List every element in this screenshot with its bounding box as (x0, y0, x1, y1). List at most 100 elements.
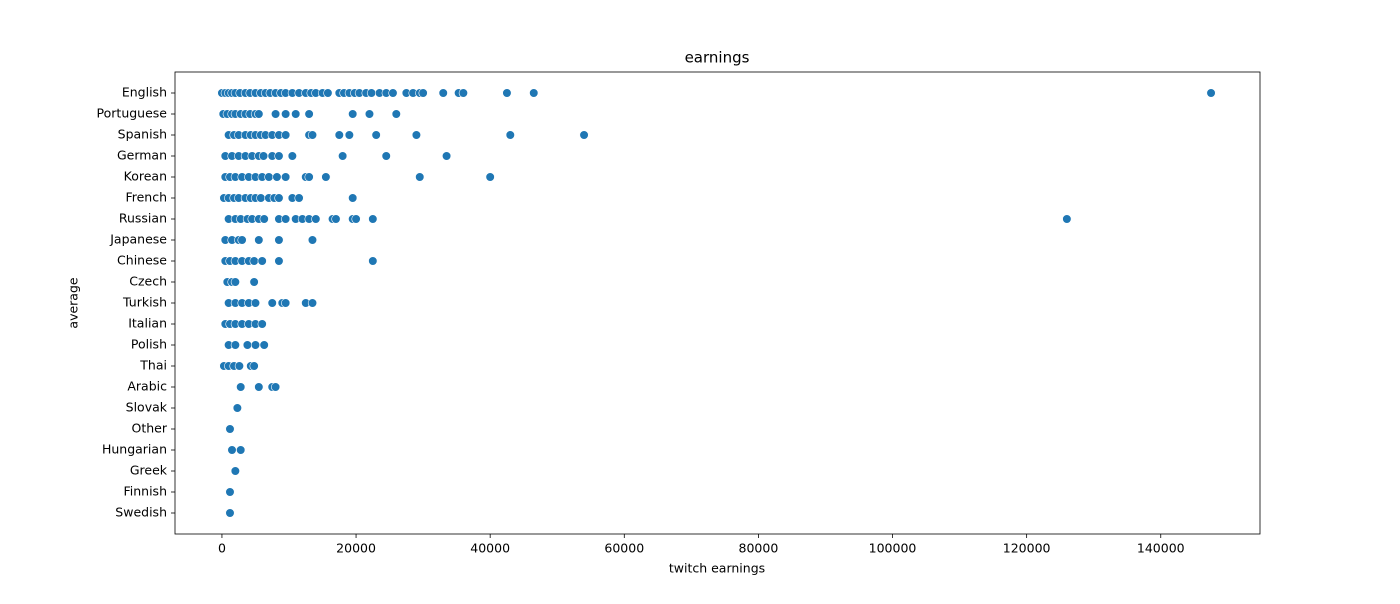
point (234, 361, 244, 371)
point (441, 151, 452, 161)
point (281, 214, 291, 224)
point (323, 88, 333, 98)
x-tick-label: 100000 (869, 541, 917, 556)
y-tick-label: Polish (131, 337, 167, 352)
x-tick-label: 140000 (1137, 541, 1185, 556)
point (485, 172, 495, 182)
y-tick-label: Slovak (126, 400, 168, 415)
y-tick-label: Greek (130, 463, 168, 478)
point (391, 109, 401, 119)
x-tick-label: 60000 (604, 541, 644, 556)
y-tick-label: Finnish (123, 484, 167, 499)
point (254, 382, 264, 392)
point (249, 256, 259, 266)
point (225, 424, 235, 434)
point (281, 109, 291, 119)
plot-frame (174, 71, 1261, 535)
point (348, 193, 358, 203)
x-tick-label: 0 (218, 541, 226, 556)
y-tick-label: Hungarian (102, 442, 167, 457)
point (348, 109, 358, 119)
y-tick-label: Russian (119, 211, 167, 226)
point (236, 445, 246, 455)
point (270, 382, 281, 392)
point (250, 298, 261, 308)
point (291, 109, 301, 119)
point (1062, 214, 1072, 224)
point (256, 193, 266, 203)
point (304, 109, 314, 119)
point (502, 88, 512, 98)
point (368, 214, 378, 224)
point (334, 130, 344, 140)
y-tick-label: Japanese (109, 232, 167, 247)
point (579, 130, 589, 140)
point (274, 193, 284, 203)
point (225, 487, 235, 497)
point (257, 319, 267, 329)
point (338, 151, 348, 161)
point (274, 235, 284, 245)
point (505, 130, 515, 140)
point (249, 277, 259, 287)
point (249, 361, 259, 371)
y-tick-label: English (122, 85, 167, 100)
y-tick-label: Thai (139, 358, 167, 373)
point (418, 88, 428, 98)
point (371, 130, 381, 140)
point (381, 151, 391, 161)
point (272, 172, 282, 182)
point (307, 235, 318, 245)
y-tick-label: Korean (124, 169, 167, 184)
y-axis-label: average (66, 277, 81, 328)
point (331, 214, 341, 224)
point (321, 172, 331, 182)
point (529, 88, 539, 98)
point (230, 466, 240, 476)
point (237, 235, 247, 245)
point (264, 172, 274, 182)
y-tick-label: German (117, 148, 167, 163)
point (438, 88, 448, 98)
y-tick-label: Italian (128, 316, 167, 331)
point (388, 88, 398, 98)
point (274, 151, 284, 161)
point (267, 298, 277, 308)
point (294, 193, 304, 203)
y-tick-label: Swedish (115, 505, 167, 520)
point (236, 382, 246, 392)
point (458, 88, 468, 98)
point (254, 109, 264, 119)
point (411, 130, 422, 140)
x-axis-label: twitch earnings (669, 561, 765, 576)
point (250, 340, 261, 350)
point (242, 340, 253, 350)
point (281, 298, 291, 308)
y-tick-label: Turkish (122, 295, 167, 310)
point (304, 172, 314, 182)
point (259, 340, 269, 350)
x-tick-label: 120000 (1003, 541, 1051, 556)
x-tick-label: 20000 (336, 541, 376, 556)
point (366, 88, 377, 98)
point (257, 256, 267, 266)
point (225, 508, 235, 518)
point (307, 130, 318, 140)
point (368, 256, 378, 266)
point (230, 340, 240, 350)
y-tick-label: Portuguese (97, 106, 168, 121)
y-tick-label: Other (132, 421, 168, 436)
point (270, 109, 281, 119)
point (415, 172, 425, 182)
point (281, 130, 291, 140)
point (344, 130, 354, 140)
point (311, 214, 321, 224)
point (287, 151, 297, 161)
point (227, 445, 237, 455)
chart-title: earnings (685, 49, 750, 67)
y-tick-label: Czech (129, 274, 167, 289)
point (232, 403, 242, 413)
x-tick-label: 40000 (470, 541, 510, 556)
point (259, 214, 269, 224)
